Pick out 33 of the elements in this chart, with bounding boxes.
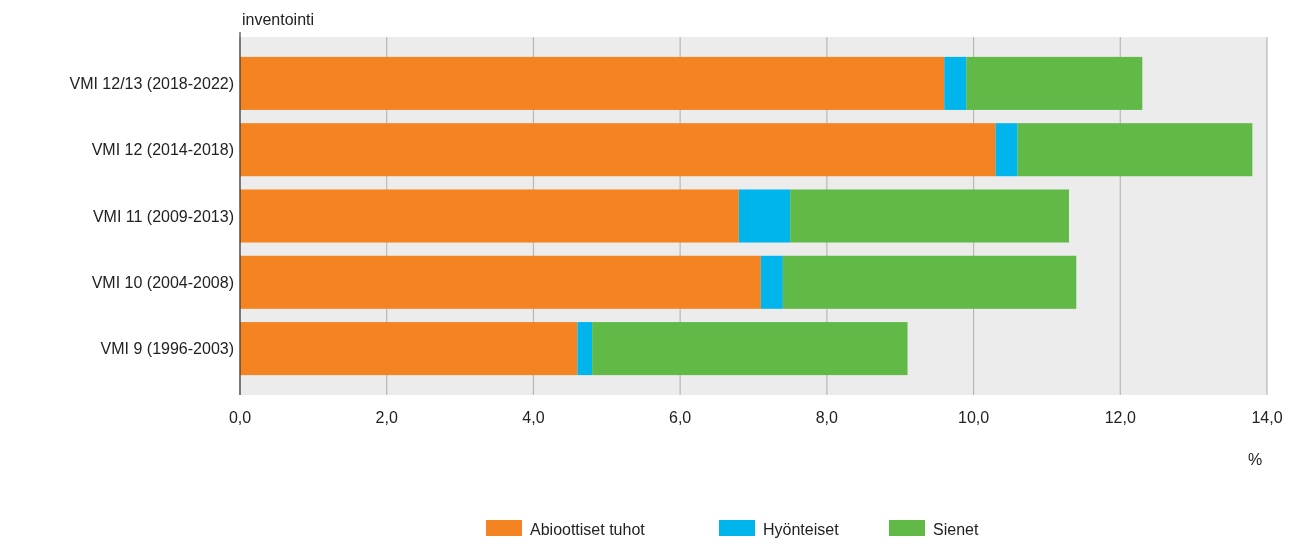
bar bbox=[240, 189, 739, 243]
y-tick-label: VMI 11 (2009-2013) bbox=[92, 207, 234, 225]
bar bbox=[240, 123, 996, 177]
bar bbox=[790, 189, 1069, 243]
x-tick-label: 2,0 bbox=[375, 409, 398, 426]
x-tick-label: 4,0 bbox=[522, 409, 545, 426]
bar bbox=[240, 255, 761, 309]
bar bbox=[1017, 123, 1253, 177]
bar bbox=[966, 56, 1143, 110]
y-tick-label: VMI 12 (2014-2018) bbox=[91, 141, 234, 159]
bar bbox=[577, 322, 593, 376]
x-tick-label: 8,0 bbox=[815, 409, 839, 426]
legend-label: Hyönteiset bbox=[763, 520, 840, 538]
bar bbox=[782, 255, 1077, 309]
y-tick-label: VMI 10 (2004-2008) bbox=[91, 273, 234, 291]
y-tick-label: VMI 12/13 (2018-2022) bbox=[69, 75, 234, 93]
x-axis-title: % bbox=[1247, 451, 1263, 468]
bar bbox=[592, 322, 908, 376]
bar bbox=[995, 123, 1018, 177]
x-tick-label: 6,0 bbox=[669, 409, 692, 426]
x-tick-label: 10,0 bbox=[958, 409, 990, 426]
x-tick-label: 14,0 bbox=[1251, 409, 1283, 426]
bar bbox=[240, 322, 578, 376]
x-tick-label: 12,0 bbox=[1104, 409, 1136, 426]
bar bbox=[760, 255, 783, 309]
y-tick-label: VMI 9 (1996-2003) bbox=[100, 340, 234, 358]
x-tick-label: 0,0 bbox=[228, 409, 252, 426]
bar bbox=[738, 189, 791, 243]
legend-label: Abioottiset tuhot bbox=[530, 520, 646, 538]
legend-label: Sienet bbox=[933, 520, 979, 538]
bar bbox=[240, 56, 945, 110]
bar bbox=[944, 56, 967, 110]
y-axis-title: inventointi bbox=[242, 11, 315, 28]
